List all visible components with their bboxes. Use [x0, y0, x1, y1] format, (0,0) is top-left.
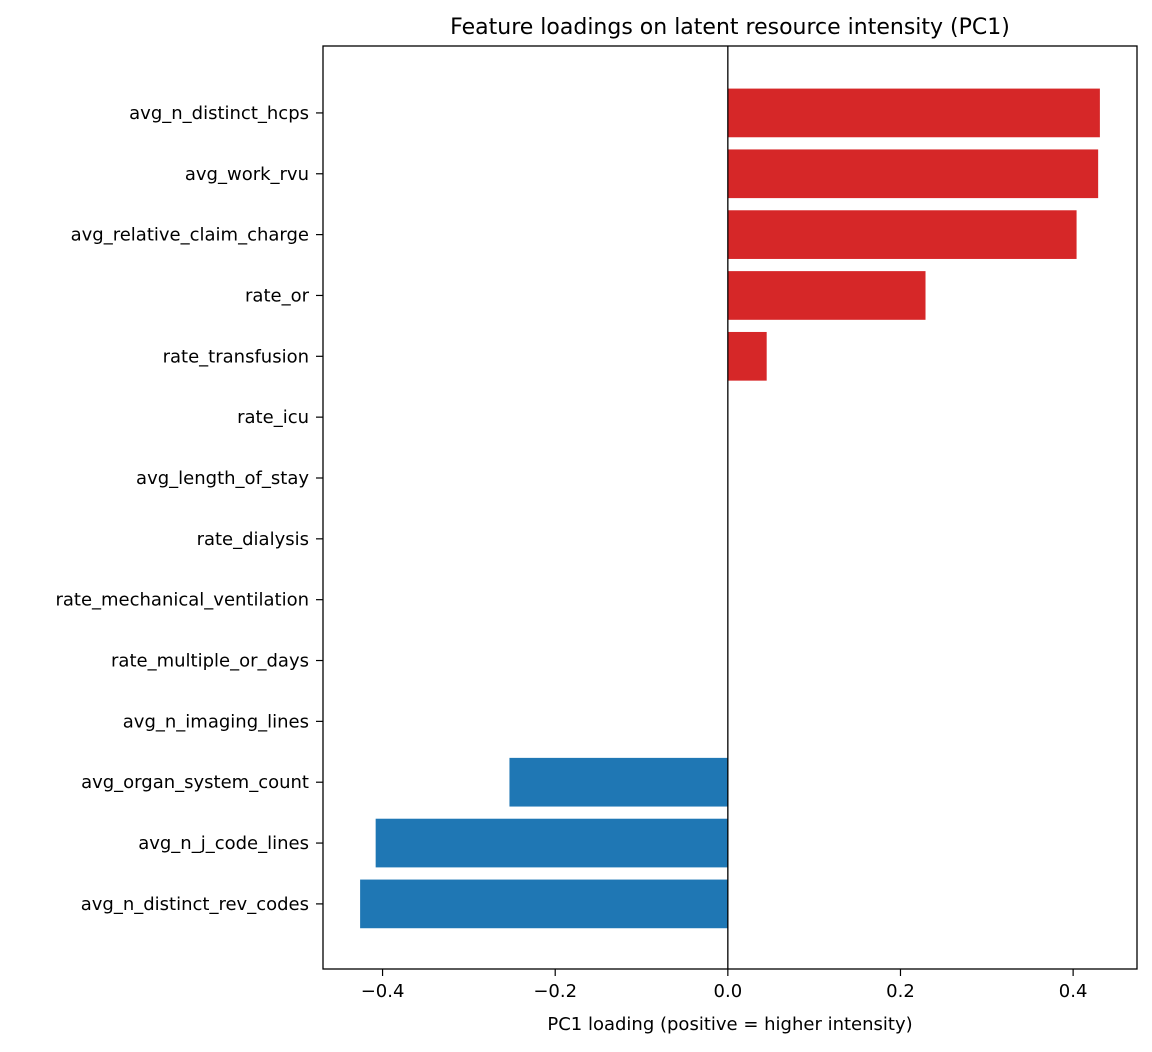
- y-tick-label: avg_n_distinct_hcps: [129, 103, 309, 124]
- y-tick-label: avg_organ_system_count: [81, 772, 309, 793]
- y-tick-label: rate_dialysis: [197, 529, 309, 550]
- bar-rate_transfusion: [727, 331, 767, 381]
- y-tick-label: avg_work_rvu: [185, 164, 309, 185]
- y-tick-label: avg_n_distinct_rev_codes: [81, 894, 309, 915]
- plot-frame: [322, 45, 1138, 970]
- y-tick-label: rate_transfusion: [163, 346, 309, 367]
- y-tick-label: avg_relative_claim_charge: [71, 225, 309, 246]
- x-axis-label: PC1 loading (positive = higher intensity…: [547, 1014, 912, 1035]
- bar-avg_n_j_code_lines: [375, 818, 728, 868]
- y-tick-label: rate_icu: [237, 407, 309, 428]
- y-tick-label: rate_multiple_or_days: [111, 651, 309, 672]
- bar-rate_or: [727, 271, 926, 320]
- x-tick-label: −0.4: [361, 981, 405, 1002]
- bar-avg_relative_claim_charge: [727, 210, 1077, 259]
- bar-avg_n_distinct_rev_codes: [360, 879, 728, 929]
- x-tick-label: 0.0: [714, 981, 743, 1002]
- y-tick-label: rate_or: [245, 285, 310, 306]
- y-tick-label: avg_length_of_stay: [136, 468, 309, 489]
- x-tick-label: 0.4: [1059, 981, 1088, 1002]
- y-tick-label: avg_n_imaging_lines: [123, 711, 309, 732]
- chart-title: Feature loadings on latent resource inte…: [450, 15, 1010, 40]
- bar-avg_work_rvu: [727, 149, 1099, 199]
- x-tick-label: −0.2: [533, 981, 577, 1002]
- x-tick-label: 0.2: [886, 981, 915, 1002]
- bar-avg_n_distinct_hcps: [727, 88, 1100, 138]
- y-tick-label: avg_n_j_code_lines: [138, 833, 309, 854]
- bar-avg_organ_system_count: [509, 757, 728, 807]
- y-tick-label: rate_mechanical_ventilation: [55, 590, 309, 611]
